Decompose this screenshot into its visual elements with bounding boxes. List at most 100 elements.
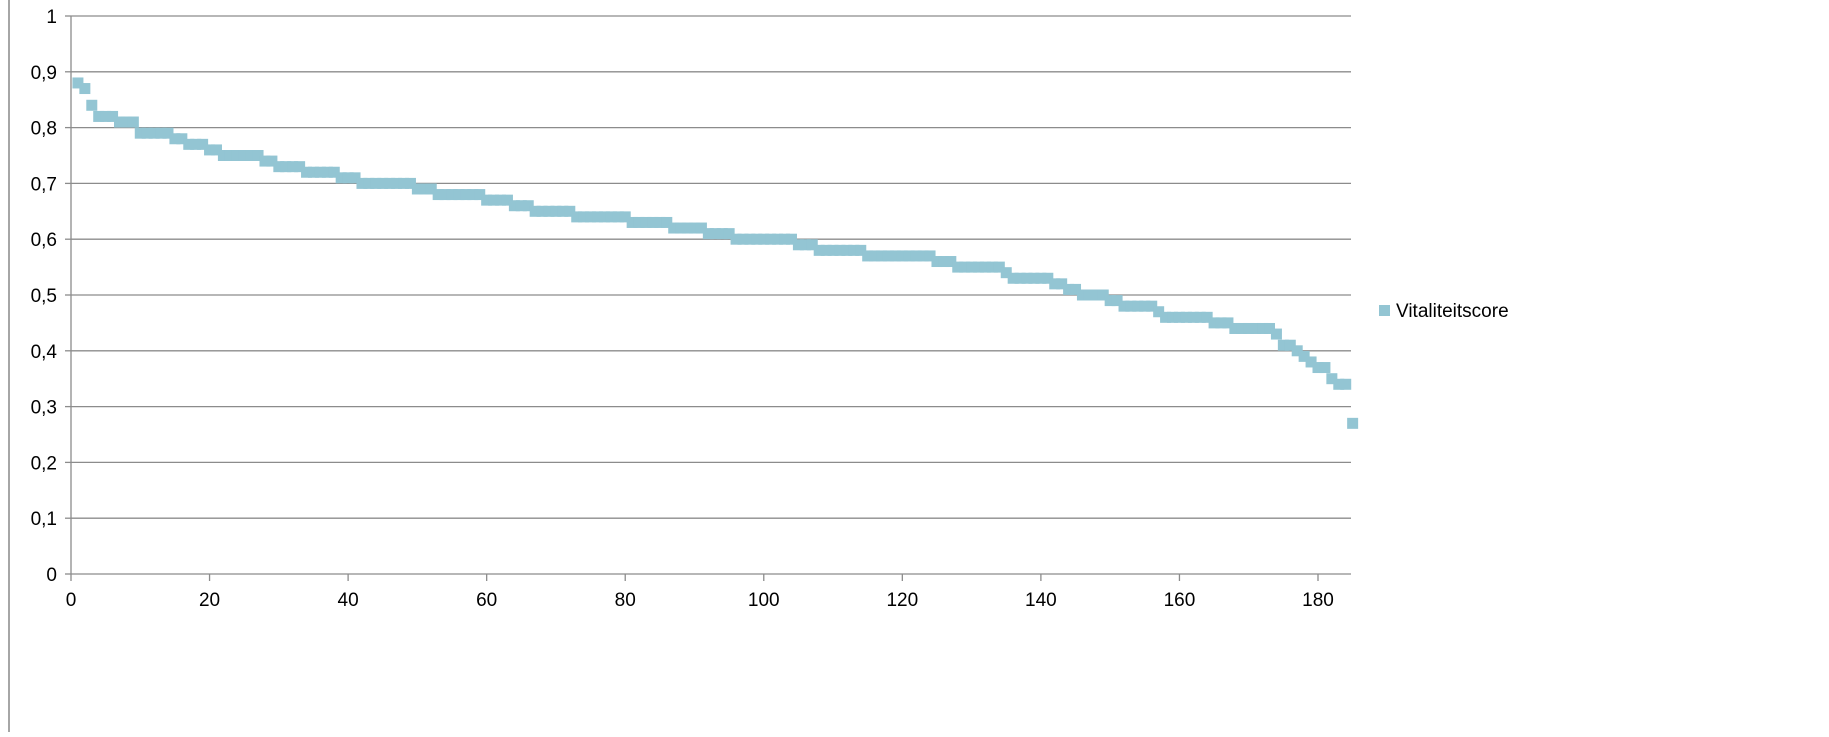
data-point (190, 138, 202, 150)
data-point (889, 250, 901, 262)
x-tick-label: 60 (476, 590, 497, 611)
x-tick-label: 40 (338, 590, 359, 611)
data-point (876, 250, 888, 262)
data-point (72, 77, 84, 89)
data-point (488, 194, 500, 206)
data-point (1097, 289, 1109, 301)
data-point (1035, 272, 1047, 284)
data-points (72, 77, 1359, 429)
data-point (307, 166, 319, 178)
data-point (966, 261, 978, 273)
data-point (238, 150, 250, 161)
data-point (827, 244, 839, 256)
data-point (1083, 289, 1095, 301)
data-point (1056, 278, 1068, 290)
data-point (973, 261, 985, 273)
data-point (612, 211, 624, 223)
data-point (425, 183, 437, 195)
data-point (1090, 289, 1102, 301)
data-point (224, 150, 236, 161)
data-point (869, 250, 881, 262)
data-point (1042, 272, 1054, 284)
data-point (266, 155, 278, 167)
data-point (1312, 362, 1324, 374)
x-tick-label: 0 (66, 590, 77, 611)
data-point (924, 250, 936, 262)
data-point (1305, 356, 1317, 368)
data-point (1146, 300, 1158, 312)
data-point (536, 205, 548, 217)
data-point (515, 200, 527, 212)
data-point (141, 127, 153, 139)
data-point (682, 222, 694, 234)
data-point (1132, 300, 1144, 312)
gridlines (71, 15, 1351, 519)
data-point (176, 133, 188, 145)
data-point (792, 239, 804, 251)
data-point (647, 216, 659, 228)
data-point (779, 233, 791, 245)
data-point (543, 205, 555, 217)
data-point (716, 228, 728, 240)
data-point (986, 261, 998, 273)
data-point (1208, 317, 1220, 329)
x-tick-label: 180 (1302, 590, 1334, 611)
data-point (550, 205, 562, 217)
data-point (896, 250, 908, 262)
data-point (619, 211, 631, 223)
y-tick-label: 0,2 (31, 453, 57, 474)
data-point (903, 250, 915, 262)
data-point (979, 261, 991, 273)
y-tick-label: 1 (46, 7, 57, 28)
x-tick-label: 100 (748, 590, 780, 611)
data-point (107, 110, 119, 122)
data-point (675, 222, 687, 234)
data-point (1160, 311, 1172, 323)
data-point (356, 177, 368, 189)
data-point (1173, 311, 1185, 323)
data-point (841, 244, 853, 256)
data-point (765, 233, 777, 245)
data-point (280, 161, 292, 173)
data-point (758, 233, 770, 245)
data-point (377, 177, 389, 189)
data-point (668, 222, 680, 234)
data-point (1326, 373, 1338, 385)
data-point (1340, 378, 1352, 390)
data-point (799, 239, 811, 251)
data-point (605, 211, 617, 223)
data-point (1014, 272, 1026, 284)
data-point (689, 222, 700, 234)
data-point (917, 250, 929, 262)
data-point (640, 216, 652, 228)
data-point (1257, 322, 1269, 334)
data-point (252, 150, 264, 161)
data-point (952, 261, 964, 273)
tick-labels: 0 0,1 0,2 0,3 0,4 0,5 0,6 0,7 0,8 0,9 1 0 20 40 60 80 10… (31, 7, 1334, 611)
x-tick-label: 140 (1025, 590, 1057, 611)
data-point (93, 110, 105, 122)
data-point (1194, 311, 1206, 323)
data-point (862, 250, 874, 262)
data-point (931, 256, 943, 268)
x-tick-label: 120 (886, 590, 918, 611)
data-point (1118, 300, 1130, 312)
data-point (598, 211, 610, 223)
data-point (155, 127, 167, 139)
data-point (508, 200, 520, 212)
data-point (723, 228, 735, 240)
data-point (592, 211, 604, 223)
data-point (120, 116, 132, 128)
data-point (751, 233, 763, 245)
data-point (259, 155, 271, 167)
y-tick-label: 0,5 (31, 286, 57, 307)
y-tick-label: 0 (46, 565, 57, 586)
data-point (294, 161, 306, 173)
data-point (1070, 283, 1082, 295)
data-point (1111, 295, 1123, 307)
data-point (695, 222, 707, 234)
y-tick-label: 0,9 (31, 63, 57, 84)
